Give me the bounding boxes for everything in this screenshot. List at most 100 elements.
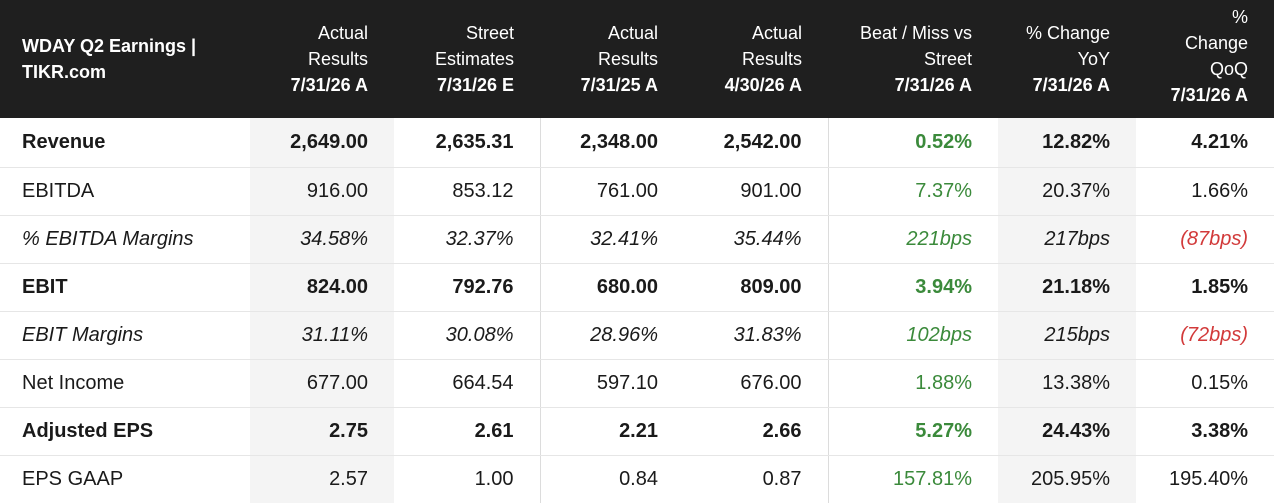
cell-actual: 2,649.00 [250,118,394,168]
cell-estimate: 2,635.31 [394,118,540,168]
col-header-line: Results [307,49,368,69]
cell-prior-year: 2,348.00 [539,118,684,168]
cell-estimate: 1.00 [474,467,514,490]
col-header-line: % [1231,7,1248,27]
cell-prior-year: 28.96% [539,311,684,360]
cell-beat-miss: 7.37% [827,167,998,216]
row-label: EPS GAAP [22,467,124,490]
table-row-ebit: EBIT 824.00 792.76 680.00 809.00 3.94% 2… [0,263,1274,312]
cell-beat-miss: 221bps [827,215,998,264]
col-header-line: Street [923,49,972,69]
cell-estimate: 30.08% [394,311,540,360]
col-header-line: Estimates [434,49,514,69]
cell-actual: 824.00 [250,263,394,312]
cell-actual: 916.00 [250,167,394,216]
col-header-actual-q2-26[interactable]: Actual Results 7/31/26 A [250,0,394,118]
cell-yoy: 13.38% [998,359,1136,408]
cell-qoq: 1.85% [1136,263,1274,312]
cell-qoq: 3.38% [1136,406,1274,456]
col-header-date: 7/31/26 A [1170,85,1248,105]
cell-qoq: 0.15% [1136,359,1274,408]
cell-actual: 31.11% [250,311,394,360]
cell-beat-miss: 102bps [827,311,998,360]
cell-prior-year: 0.84 [539,455,684,503]
cell-qoq: 195.40% [1169,467,1248,490]
cell-beat-miss: 3.94% [827,263,998,312]
cell-prior-quarter: 2,542.00 [684,118,828,168]
col-header-line: Beat / Miss vs [859,23,972,43]
col-header-date: 7/31/26 A [894,75,972,95]
cell-actual: 677.00 [250,359,394,408]
cell-actual: 2.75 [250,406,394,456]
cell-prior-quarter: 676.00 [684,359,828,408]
cell-prior-quarter: 901.00 [684,167,828,216]
col-header-street-estimates[interactable]: Street Estimates 7/31/26 E [394,0,540,118]
col-header-change-qoq[interactable]: % Change QoQ 7/31/26 A [1136,0,1274,118]
cell-prior-year: 597.10 [539,359,684,408]
col-header-line: Results [597,49,658,69]
cell-prior-year: 680.00 [539,263,684,312]
cell-prior-quarter: 31.83% [684,311,828,360]
cell-yoy: 205.95% [998,455,1136,503]
cell-qoq: 1.66% [1136,167,1274,216]
col-header-beat-miss[interactable]: Beat / Miss vs Street 7/31/26 A [828,0,998,118]
cell-actual: 2.57 [250,455,394,503]
cell-prior-year: 2.21 [539,406,684,456]
title-line-2: TIKR.com [22,62,107,82]
cell-qoq: (72bps) [1136,311,1274,360]
col-header-date: 7/31/26 A [1032,75,1110,95]
table-row-net-income: Net Income 677.00 664.54 597.10 676.00 1… [0,359,1274,408]
cell-prior-quarter: 2.66 [684,406,828,456]
col-header-actual-q1-26[interactable]: Actual Results 4/30/26 A [684,0,828,118]
col-header-line: YoY [1077,49,1110,69]
table-row-eps-gaap: EPS GAAP 2.57 1.00 0.84 0.87 157.81% 205… [0,455,1274,503]
col-header-date: 4/30/26 A [724,75,802,95]
col-header-line: Street [465,23,514,43]
row-label: EBIT [0,263,250,312]
col-header-line: Actual [751,23,802,43]
cell-prior-quarter: 0.87 [762,467,802,490]
col-header-line: Actual [317,23,368,43]
cell-yoy: 24.43% [998,406,1136,456]
table-row-ebit-margins: EBIT Margins 31.11% 30.08% 28.96% 31.83%… [0,311,1274,360]
col-header-change-yoy[interactable]: % Change YoY 7/31/26 A [998,0,1136,118]
col-header-date: 7/31/25 A [580,75,658,95]
col-header-line: QoQ [1209,59,1248,79]
col-header-line: % Change [1025,23,1110,43]
cell-estimate: 853.12 [394,167,540,216]
row-label: EBIT Margins [0,311,250,360]
col-header-actual-q2-25[interactable]: Actual Results 7/31/25 A [540,0,684,118]
cell-yoy: 20.37% [998,167,1136,216]
col-header-line: Change [1184,33,1248,53]
row-label: % EBITDA Margins [0,215,250,264]
cell-beat-miss: 1.88% [827,359,998,408]
cell-prior-quarter: 809.00 [684,263,828,312]
col-header-date: 7/31/26 A [290,75,368,95]
cell-qoq: (87bps) [1136,215,1274,264]
row-label: EBITDA [0,167,250,216]
row-label: Revenue [0,118,250,168]
cell-prior-year: 32.41% [539,215,684,264]
cell-actual: 34.58% [250,215,394,264]
cell-beat-miss: 5.27% [827,406,998,456]
table-row-ebitda-margins: % EBITDA Margins 34.58% 32.37% 32.41% 35… [0,215,1274,264]
cell-estimate: 664.54 [394,359,540,408]
cell-beat-miss: 0.52% [827,118,998,168]
row-label: Adjusted EPS [0,406,250,456]
cell-qoq: 4.21% [1136,118,1274,168]
cell-prior-quarter: 35.44% [684,215,828,264]
cell-beat-miss: 157.81% [827,455,998,503]
col-header-line: Actual [607,23,658,43]
table-title: WDAY Q2 Earnings | TIKR.com [0,0,250,118]
cell-prior-year: 761.00 [539,167,684,216]
table-row-ebitda: EBITDA 916.00 853.12 761.00 901.00 7.37%… [0,167,1274,216]
col-header-line: Results [741,49,802,69]
cell-yoy: 12.82% [998,118,1136,168]
title-line-1: WDAY Q2 Earnings | [22,36,197,56]
table-row-adjusted-eps: Adjusted EPS 2.75 2.61 2.21 2.66 5.27% 2… [0,406,1274,456]
cell-yoy: 215bps [998,311,1136,360]
cell-yoy: 217bps [998,215,1136,264]
header-row: WDAY Q2 Earnings | TIKR.com Actual Resul… [0,0,1274,118]
table-row-revenue: Revenue 2,649.00 2,635.31 2,348.00 2,542… [0,118,1274,168]
